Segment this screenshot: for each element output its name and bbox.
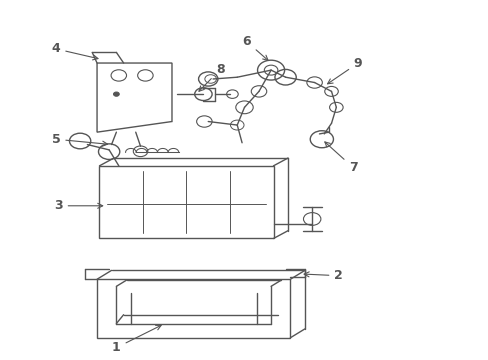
Text: 1: 1: [112, 325, 161, 354]
Text: 5: 5: [51, 133, 107, 146]
Circle shape: [113, 92, 119, 96]
Text: 7: 7: [324, 142, 357, 174]
Text: 4: 4: [51, 42, 98, 60]
Text: 8: 8: [199, 63, 224, 91]
Text: 3: 3: [54, 199, 102, 212]
Text: 6: 6: [242, 35, 267, 60]
Text: 2: 2: [304, 269, 343, 282]
Text: 9: 9: [327, 57, 362, 84]
